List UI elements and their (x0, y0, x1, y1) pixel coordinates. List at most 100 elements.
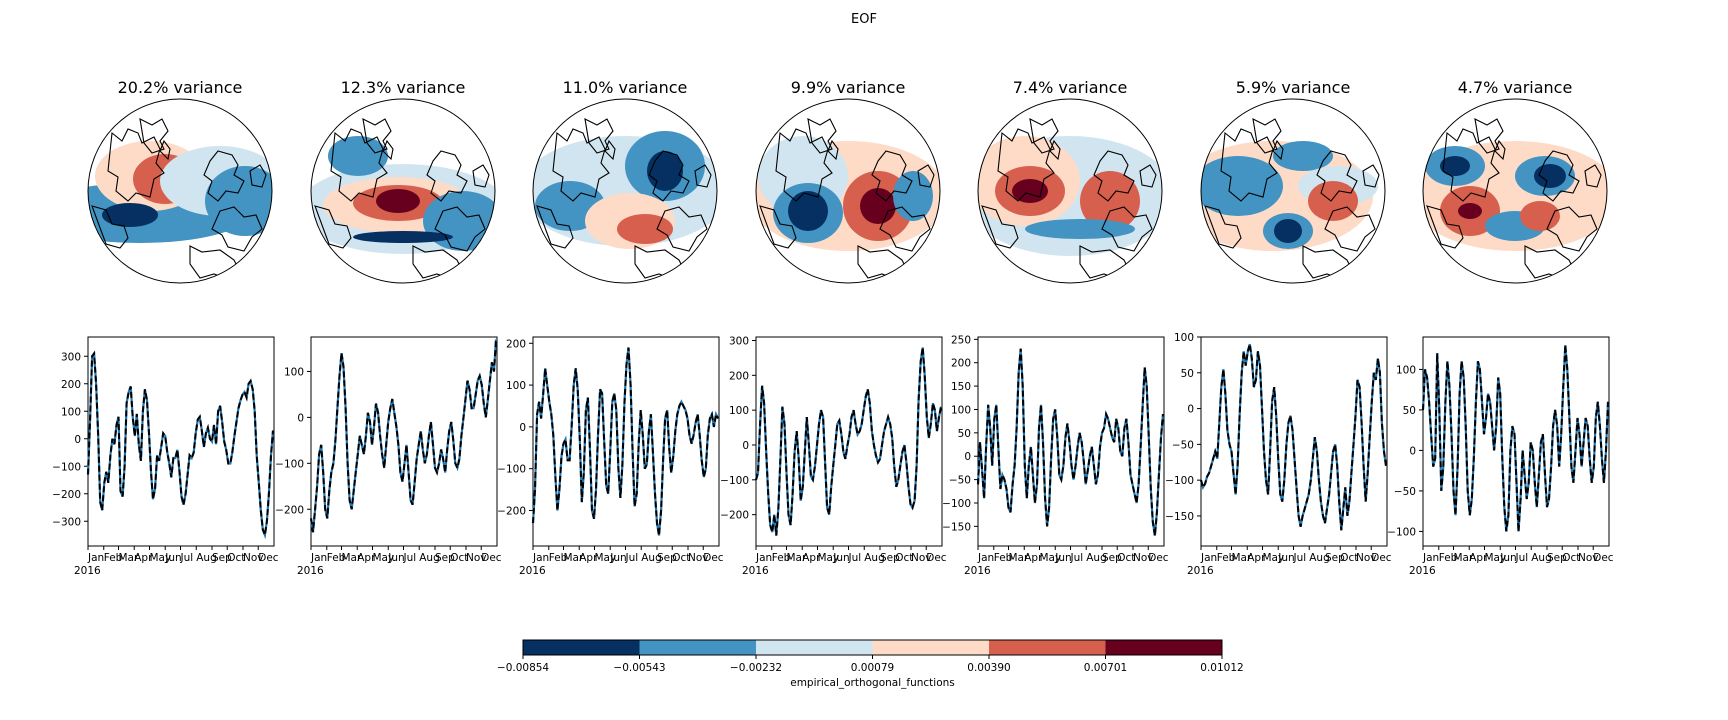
series-line-dashed (1422, 345, 1609, 532)
map-title: 7.4% variance (1012, 78, 1128, 97)
year-label: 2016 (519, 565, 546, 577)
plot-frame (1422, 336, 1610, 547)
coastline (871, 150, 913, 202)
x-tick-label: Jul (1292, 552, 1306, 564)
coastline (584, 118, 614, 154)
x-tick-label: Oct (895, 552, 913, 564)
x-tick-label: Dec (1148, 552, 1169, 564)
y-tick-label: 300 (729, 335, 749, 347)
series-line-dashed (755, 347, 942, 536)
map-boundary (1200, 98, 1386, 284)
eof-contour-region (617, 214, 673, 244)
x-tick-label: Aug (1086, 552, 1107, 564)
coastline (1272, 139, 1284, 161)
x-tick-label: Nov (1578, 552, 1599, 564)
x-tick-label: May (149, 552, 171, 564)
x-tick-label: Feb (1439, 552, 1458, 564)
x-tick-label: Jan (87, 552, 104, 564)
y-tick-label: −100 (497, 464, 526, 476)
x-tick-label: Oct (227, 552, 245, 564)
year-label: 2016 (74, 565, 101, 577)
y-tick-label: 200 (951, 358, 971, 370)
x-tick-label: May (1262, 552, 1284, 564)
eof-contour-region (1273, 141, 1333, 171)
coastline (426, 150, 468, 202)
eof-contour-region (1534, 164, 1566, 188)
x-tick-label: Nov (911, 552, 932, 564)
x-tick-label: Aug (1309, 552, 1330, 564)
coastline (1494, 139, 1506, 161)
x-tick-label: Jul (179, 552, 193, 564)
x-tick-label: Dec (1593, 552, 1614, 564)
y-tick-label: −50 (1394, 486, 1416, 498)
coastline (1101, 206, 1153, 252)
y-tick-label: 100 (506, 380, 526, 392)
x-tick-label: Feb (549, 552, 568, 564)
eof-map (755, 98, 941, 284)
coastline (91, 205, 129, 249)
x-tick-label: Mar (118, 552, 138, 564)
x-tick-label: Oct (1117, 552, 1135, 564)
coastline (997, 128, 1055, 202)
map-boundary (977, 98, 1163, 284)
x-tick-label: Aug (641, 552, 662, 564)
x-tick-label: Oct (1562, 552, 1580, 564)
x-tick-label: Dec (1371, 552, 1392, 564)
x-tick-label: Jun (832, 552, 849, 564)
x-tick-label: Jan (532, 552, 549, 564)
y-tick-label: 0 (742, 440, 749, 452)
coastline (1474, 118, 1504, 154)
x-tick-label: Dec (926, 552, 947, 564)
plot-frame (755, 336, 943, 547)
coastline (159, 139, 171, 161)
eof-contour-region (1440, 156, 1470, 176)
coastline (1220, 128, 1278, 202)
coastline (536, 205, 574, 249)
x-tick-label: Mar (1453, 552, 1473, 564)
x-tick-label: Apr (357, 552, 376, 564)
coastline (1324, 206, 1376, 252)
x-tick-label: Jul (1514, 552, 1528, 564)
series-line-dashed (87, 350, 274, 539)
x-tick-label: Apr (802, 552, 821, 564)
eof-contour-region (102, 203, 158, 227)
x-tick-label: Aug (1531, 552, 1552, 564)
coastline (879, 206, 931, 252)
coastline (1093, 150, 1135, 202)
x-tick-label: Oct (672, 552, 690, 564)
x-tick-label: Jul (847, 552, 861, 564)
y-tick-label: −200 (720, 510, 749, 522)
y-tick-label: −200 (52, 489, 81, 501)
map-title: 12.3% variance (340, 78, 466, 97)
x-tick-label: Feb (994, 552, 1013, 564)
y-tick-label: 0 (297, 412, 304, 424)
x-tick-label: Sep (212, 552, 232, 564)
y-tick-label: −100 (1165, 475, 1194, 487)
x-tick-label: May (1484, 552, 1506, 564)
x-tick-label: Sep (880, 552, 900, 564)
y-tick-label: 200 (506, 338, 526, 350)
x-tick-label: Feb (772, 552, 791, 564)
coastline (1316, 150, 1358, 202)
x-tick-label: Nov (1133, 552, 1154, 564)
coastline (1546, 206, 1598, 252)
eof-map (1200, 98, 1386, 284)
eof-map (87, 98, 273, 284)
y-tick-label: 100 (284, 366, 304, 378)
x-tick-label: Dec (481, 552, 502, 564)
x-tick-label: May (1039, 552, 1061, 564)
y-tick-label: −200 (497, 505, 526, 517)
y-tick-label: 0 (519, 422, 526, 434)
x-tick-label: Apr (134, 552, 153, 564)
coastline (203, 150, 245, 202)
y-tick-label: 0 (74, 434, 81, 446)
coastline (314, 205, 352, 249)
map-title: 9.9% variance (790, 78, 906, 97)
eof-contour-region (328, 136, 388, 176)
map-boundary (310, 98, 496, 284)
y-tick-label: 300 (61, 351, 81, 363)
y-tick-label: 100 (61, 406, 81, 418)
